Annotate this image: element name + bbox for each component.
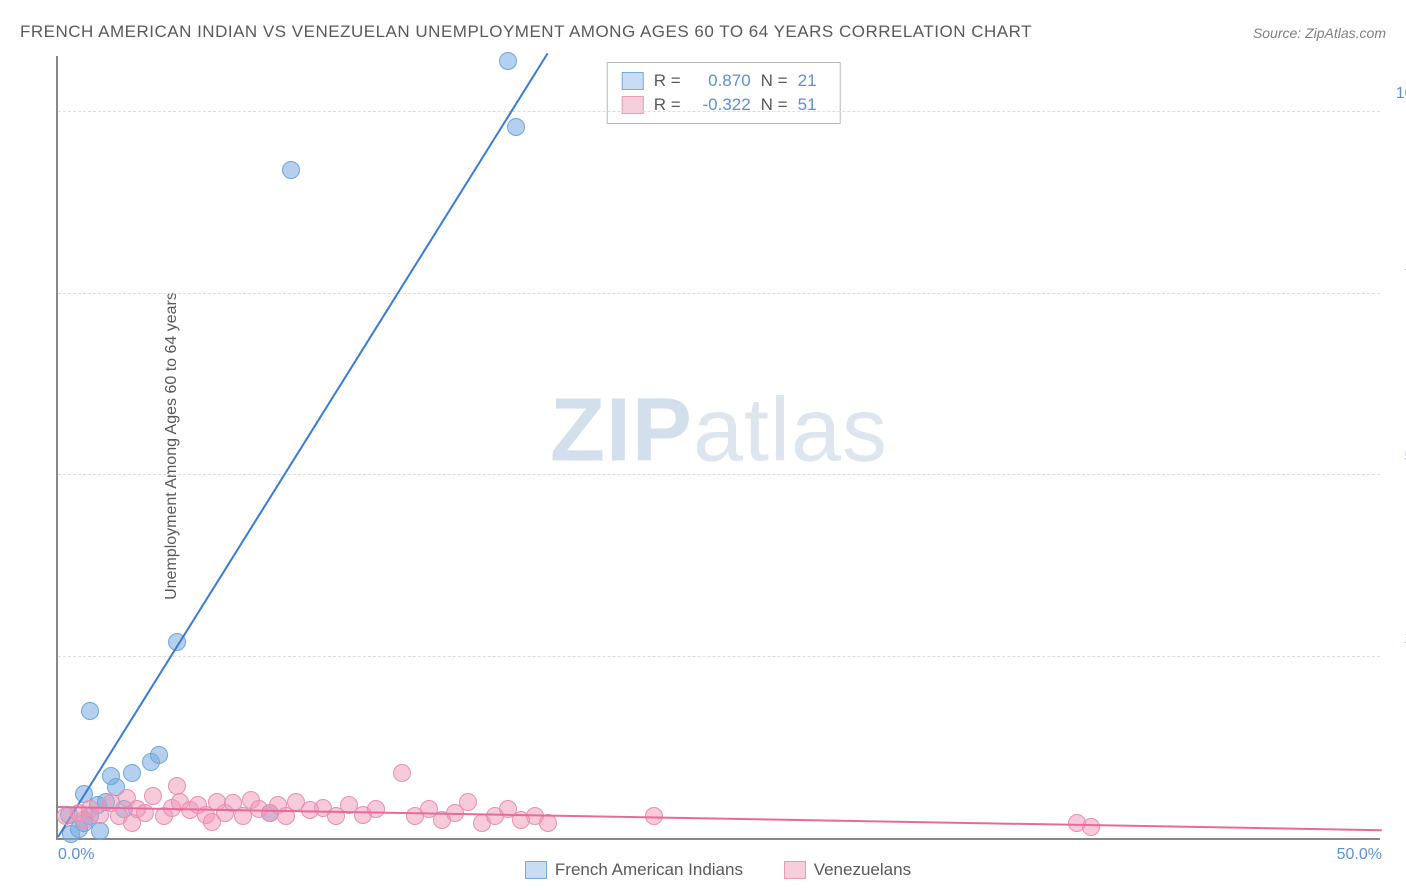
source-attribution: Source: ZipAtlas.com xyxy=(1253,25,1386,41)
legend-swatch-series-1 xyxy=(525,861,547,879)
stats-row-series-1: R = 0.870 N = 21 xyxy=(622,69,826,93)
scatter-point xyxy=(539,814,557,832)
correlation-stats-box: R = 0.870 N = 21 R = -0.322 N = 51 xyxy=(607,62,841,124)
scatter-point xyxy=(282,161,300,179)
scatter-point xyxy=(123,814,141,832)
r-value-series-1: 0.870 xyxy=(691,71,751,91)
scatter-point xyxy=(75,811,93,829)
r-label: R = xyxy=(654,71,681,91)
scatter-point xyxy=(393,764,411,782)
y-tick-label: 50.0% xyxy=(1390,448,1406,466)
scatter-point xyxy=(91,822,109,840)
scatter-point xyxy=(168,777,186,795)
y-tick-label: 75.0% xyxy=(1390,267,1406,285)
trend-line xyxy=(57,52,549,837)
chart-title: FRENCH AMERICAN INDIAN VS VENEZUELAN UNE… xyxy=(20,22,1032,42)
legend-label-series-1: French American Indians xyxy=(555,860,743,880)
gridline xyxy=(58,111,1380,112)
scatter-point xyxy=(81,702,99,720)
legend-label-series-2: Venezuelans xyxy=(814,860,911,880)
scatter-point xyxy=(102,767,120,785)
swatch-series-1 xyxy=(622,72,644,90)
gridline xyxy=(58,474,1380,475)
scatter-point xyxy=(150,746,168,764)
scatter-point xyxy=(459,793,477,811)
watermark: ZIPatlas xyxy=(550,380,888,483)
scatter-point xyxy=(123,764,141,782)
y-tick-label: 25.0% xyxy=(1390,630,1406,648)
scatter-point xyxy=(507,118,525,136)
gridline xyxy=(58,656,1380,657)
legend-item-series-1: French American Indians xyxy=(525,860,743,880)
gridline xyxy=(58,293,1380,294)
scatter-point xyxy=(203,813,221,831)
plot-area: ZIPatlas R = 0.870 N = 21 R = -0.322 N =… xyxy=(56,56,1380,840)
n-label: N = xyxy=(761,71,788,91)
scatter-point xyxy=(367,800,385,818)
scatter-point xyxy=(144,787,162,805)
scatter-point xyxy=(1082,818,1100,836)
scatter-point xyxy=(499,52,517,70)
y-tick-label: 100.0% xyxy=(1390,85,1406,103)
legend-item-series-2: Venezuelans xyxy=(784,860,911,880)
legend: French American Indians Venezuelans xyxy=(56,860,1380,884)
stats-row-series-2: R = -0.322 N = 51 xyxy=(622,93,826,117)
legend-swatch-series-2 xyxy=(784,861,806,879)
n-value-series-1: 21 xyxy=(798,71,826,91)
trend-line xyxy=(58,806,1382,831)
